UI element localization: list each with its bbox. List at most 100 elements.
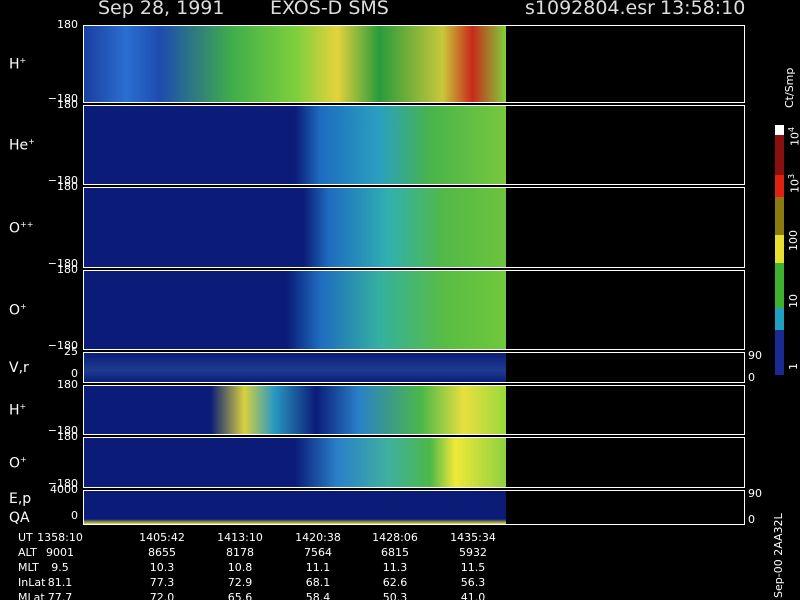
colorbar-label: 100 xyxy=(787,230,800,251)
row-label: UT xyxy=(18,531,33,544)
row-value: 56.3 xyxy=(460,576,486,589)
spectrogram-panel xyxy=(83,437,745,488)
axis-bottom-label: 0 xyxy=(71,509,78,522)
row-value: 1405:42 xyxy=(139,531,185,544)
panel-label: He+ xyxy=(9,137,35,154)
row-value: 81.1 xyxy=(47,576,73,589)
spectrogram-data xyxy=(84,271,506,349)
axis-top-label: 180 xyxy=(57,180,78,193)
row-value: 11.5 xyxy=(460,561,486,574)
superscript: + xyxy=(20,302,27,311)
row-label: InLat xyxy=(18,576,46,589)
row-value: 62.6 xyxy=(382,576,408,589)
row-value: 1435:34 xyxy=(450,531,496,544)
axis-top-label: 180 xyxy=(57,18,78,31)
axis-top-label: 180 xyxy=(57,263,78,276)
spectrogram-data xyxy=(84,188,506,267)
panel-label: E,p xyxy=(9,491,32,507)
axis-bottom-label: −180 xyxy=(47,424,78,437)
panel-label: O+ xyxy=(9,454,27,472)
spectrogram-panel xyxy=(83,352,745,383)
spectrogram-panel xyxy=(83,490,745,525)
spectrogram-panel xyxy=(83,270,745,350)
row-value: 1413:10 xyxy=(217,531,263,544)
axis-bottom-label: −180 xyxy=(47,477,78,490)
colorbar-label: 10 xyxy=(787,294,800,308)
colorbar-seg xyxy=(775,125,784,135)
superscript: 4 xyxy=(787,126,796,132)
axis-bottom-label: −180 xyxy=(47,174,78,187)
row-value: 11.3 xyxy=(382,561,408,574)
row-value: 8178 xyxy=(226,546,254,559)
row-label: MLat xyxy=(18,591,45,600)
spectrogram-data xyxy=(84,353,506,382)
panel-label: O+ xyxy=(9,302,27,319)
spectrogram-panel xyxy=(83,385,745,435)
file: s1092804.esr xyxy=(525,0,655,19)
row-value: 58.4 xyxy=(305,591,331,600)
row-value: 9.5 xyxy=(51,561,69,574)
stamp: Sep-00 2AA32L xyxy=(772,513,785,598)
spectrogram-data xyxy=(84,26,506,102)
row-value: 77.3 xyxy=(149,576,175,589)
colorbar-seg xyxy=(775,263,784,308)
panel-label: V,r xyxy=(9,359,29,376)
axis-bottom-label: −180 xyxy=(47,92,78,105)
right-axis-label: 90 xyxy=(748,487,762,500)
axis-bottom-label: 0 xyxy=(71,367,78,380)
row-value: 7564 xyxy=(304,546,332,559)
row-label: MLT xyxy=(18,561,39,574)
colorbar-label: 104 xyxy=(787,126,800,146)
row-value: 1428:06 xyxy=(372,531,418,544)
row-value: 11.1 xyxy=(305,561,331,574)
row-value: 8655 xyxy=(148,546,176,559)
colorbar-seg xyxy=(775,197,784,235)
panel-label: H+ xyxy=(9,56,27,73)
row-value: 72.9 xyxy=(227,576,253,589)
right-axis-label: 90 xyxy=(748,349,762,362)
spectrogram-data xyxy=(84,386,506,434)
superscript: + xyxy=(28,137,35,146)
superscript: + xyxy=(19,56,27,65)
colorbar-seg xyxy=(775,175,784,197)
row-value: 72.0 xyxy=(149,591,175,600)
row-value: 77.7 xyxy=(47,591,73,600)
colorbar-label: 103 xyxy=(787,173,800,193)
colorbar-seg xyxy=(775,330,784,375)
row-value: 50.3 xyxy=(382,591,408,600)
colorbar-seg xyxy=(775,135,784,175)
row-value: 1420:38 xyxy=(295,531,341,544)
row-value: 5932 xyxy=(459,546,487,559)
spectrogram-panel xyxy=(83,187,745,268)
axis-bottom-label: −180 xyxy=(47,257,78,270)
colorbar-label: 1 xyxy=(787,363,800,370)
spectrogram-data xyxy=(84,106,506,184)
row-value: 68.1 xyxy=(305,576,331,589)
instrument: EXOS-D SMS xyxy=(270,0,389,19)
row-value: 9001 xyxy=(46,546,74,559)
axis-bottom-label: −180 xyxy=(47,339,78,352)
row-value: 1358:10 xyxy=(37,531,83,544)
row-value: 65.6 xyxy=(227,591,253,600)
panel-label: O++ xyxy=(9,219,34,237)
axis-top-label: 25 xyxy=(64,345,78,358)
row-value: 41.0 xyxy=(460,591,486,600)
superscript: 3 xyxy=(787,173,796,179)
axis-top-label: 180 xyxy=(57,430,78,443)
colorbar-seg xyxy=(775,235,784,263)
panel-label: H+ xyxy=(9,402,27,419)
axis-top-label: 180 xyxy=(57,98,78,111)
row-label: ALT xyxy=(18,546,37,559)
row-value: 10.3 xyxy=(149,561,175,574)
right-axis-label: 0 xyxy=(748,513,755,526)
colorbar-unit: Ct/Smp xyxy=(783,67,796,108)
superscript: + xyxy=(19,402,27,411)
panel-label: QA xyxy=(9,510,30,526)
axis-top-label: 4000 xyxy=(50,483,78,496)
superscript: ++ xyxy=(20,219,34,229)
spectrogram-panel xyxy=(83,25,745,103)
row-value: 10.8 xyxy=(227,561,253,574)
right-axis-label: 0 xyxy=(748,371,755,384)
colorbar-seg xyxy=(775,308,784,330)
